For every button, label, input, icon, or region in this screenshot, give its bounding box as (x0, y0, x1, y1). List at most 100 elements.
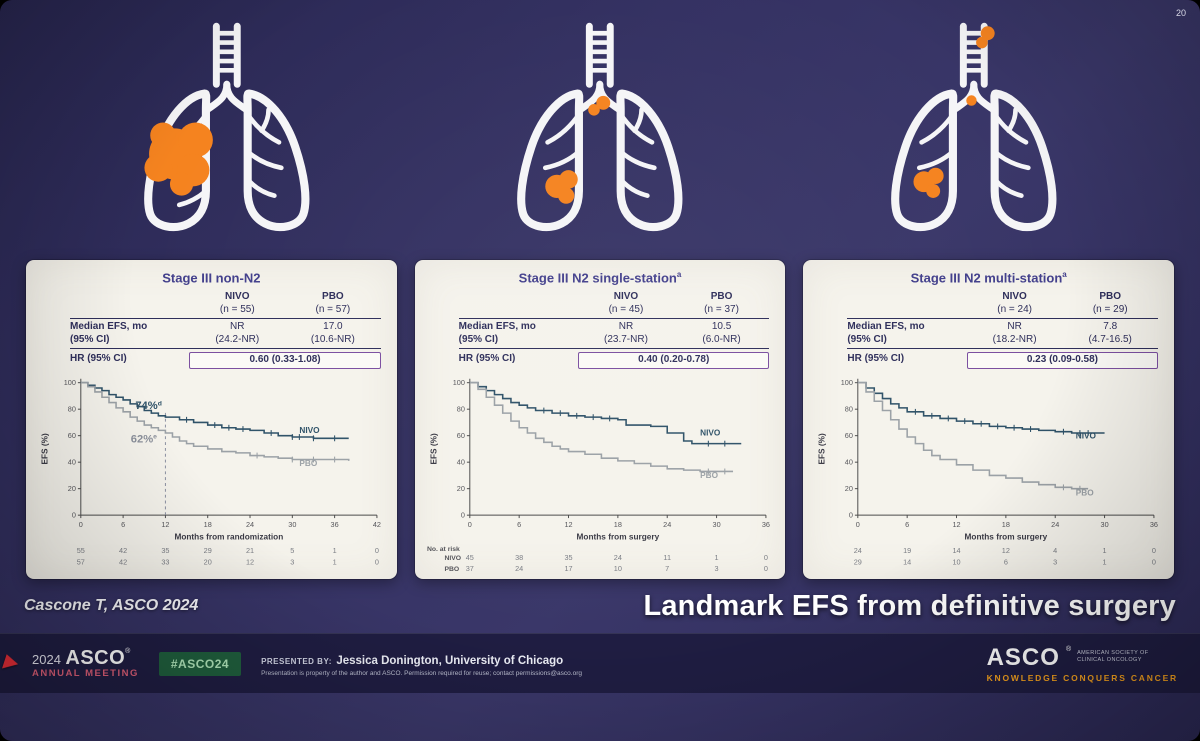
median-pbo: 17.0 (10.6-NR) (285, 319, 381, 350)
svg-text:3: 3 (714, 564, 718, 573)
svg-text:0: 0 (764, 564, 768, 573)
svg-text:36: 36 (1150, 520, 1158, 529)
svg-text:29: 29 (854, 557, 862, 566)
svg-text:18: 18 (1002, 520, 1010, 529)
svg-text:NIVO: NIVO (700, 429, 721, 438)
median-pbo: 7.8 (4.7-16.5) (1062, 319, 1159, 350)
svg-text:24: 24 (663, 520, 671, 529)
hr-label: HR (95% CI) (847, 353, 905, 365)
svg-text:Months from surgery: Months from surgery (576, 532, 659, 541)
km-panels-row: Stage III non-N2 NIVO PBO (n = 55) (n = … (0, 258, 1200, 580)
median-nivo: NR (18.2-NR) (966, 319, 1063, 350)
svg-text:0: 0 (79, 520, 83, 529)
svg-text:12: 12 (246, 557, 254, 566)
lungs-small-tumor-mediastinal-nodes-icon (890, 22, 1056, 232)
svg-text:60: 60 (68, 431, 76, 440)
svg-text:100: 100 (841, 378, 853, 387)
svg-text:6: 6 (1004, 557, 1008, 566)
svg-text:30: 30 (288, 520, 296, 529)
svg-text:80: 80 (456, 405, 464, 414)
svg-text:EFS (%): EFS (%) (41, 433, 50, 464)
lung-illustrations-row (0, 0, 1200, 258)
svg-text:20: 20 (68, 484, 76, 493)
slide-page-number: 20 (1175, 8, 1186, 18)
svg-text:6: 6 (905, 520, 909, 529)
svg-text:0: 0 (849, 511, 853, 520)
headline-strip: Cascone T, ASCO 2024 Landmark EFS from d… (0, 579, 1200, 633)
disclaimer-text: Presentation is property of the author a… (261, 670, 582, 678)
presenter-block: PRESENTED BY: Jessica Donington, Univers… (261, 649, 967, 679)
panel-stage3-non-n2: Stage III non-N2 NIVO PBO (n = 55) (n = … (26, 260, 397, 580)
median-pbo: 10.5 (6.0-NR) (673, 319, 770, 350)
svg-text:7: 7 (665, 564, 669, 573)
lungs-small-tumor-hilar-node-icon (517, 22, 683, 232)
svg-text:1: 1 (333, 546, 337, 555)
col-header-pbo: PBO (1099, 291, 1122, 303)
svg-text:11: 11 (663, 553, 671, 562)
svg-text:12: 12 (953, 520, 961, 529)
svg-text:36: 36 (762, 520, 770, 529)
svg-text:17: 17 (564, 564, 572, 573)
col-header-nivo: NIVO (1002, 291, 1027, 303)
svg-text:100: 100 (452, 378, 464, 387)
svg-text:60: 60 (845, 431, 853, 440)
svg-text:EFS (%): EFS (%) (429, 433, 438, 464)
svg-text:12: 12 (1002, 546, 1010, 555)
svg-text:20: 20 (456, 484, 464, 493)
svg-text:24: 24 (515, 564, 523, 573)
hr-label: HR (95% CI) (70, 353, 127, 365)
svg-text:0: 0 (375, 557, 379, 566)
svg-text:100: 100 (64, 378, 76, 387)
panel-stage3-n2-single-station: Stage III N2 single-stationa NIVO PBO (n… (414, 260, 786, 580)
svg-text:NIVO: NIVO (299, 426, 320, 435)
lungs-large-tumor-icon (144, 22, 310, 232)
svg-text:45: 45 (465, 553, 473, 562)
svg-text:55: 55 (77, 546, 85, 555)
hr-value-box: 0.60 (0.33-1.08) (189, 352, 381, 369)
col-header-pbo: PBO (710, 291, 733, 303)
svg-text:PBO: PBO (700, 471, 718, 480)
svg-text:24: 24 (246, 520, 254, 529)
svg-text:Months from surgery: Months from surgery (965, 532, 1048, 541)
median-efs-label: Median EFS, mo (95% CI) (458, 319, 579, 350)
col-header-nivo: NIVO (613, 291, 639, 303)
svg-text:12: 12 (161, 520, 169, 529)
svg-text:6: 6 (121, 520, 125, 529)
hashtag-badge: #ASCO24 (158, 651, 242, 676)
stats-table: NIVO PBO (n = 24) (n = 29) Median EFS, m… (847, 291, 1159, 369)
presented-by-label: PRESENTED BY: (261, 656, 332, 666)
asco-annual-meeting-logo: 2024 ASCO® ANNUAL MEETING (32, 647, 139, 680)
svg-text:3: 3 (1054, 557, 1058, 566)
svg-text:1: 1 (1103, 557, 1107, 566)
svg-text:0: 0 (467, 520, 471, 529)
svg-text:0: 0 (1152, 557, 1156, 566)
stats-table: NIVO PBO (n = 45) (n = 37) Median EFS, m… (458, 291, 770, 369)
svg-text:18: 18 (613, 520, 621, 529)
svg-text:21: 21 (246, 546, 254, 555)
svg-text:0: 0 (461, 511, 465, 520)
svg-text:33: 33 (161, 557, 169, 566)
svg-text:40: 40 (845, 458, 853, 467)
svg-text:30: 30 (1101, 520, 1109, 529)
svg-text:PBO: PBO (299, 459, 317, 468)
n-nivo: (n = 24) (966, 304, 1063, 320)
svg-text:42: 42 (119, 557, 127, 566)
hr-value-box: 0.23 (0.09-0.58) (966, 352, 1159, 369)
panel-title: Stage III N2 single-stationa (518, 270, 682, 286)
svg-text:NIVO: NIVO (444, 555, 461, 562)
svg-text:PBO: PBO (1076, 488, 1094, 497)
col-header-pbo: PBO (322, 291, 344, 303)
svg-text:24: 24 (854, 546, 862, 555)
stats-table: NIVO PBO (n = 55) (n = 57) Median EFS, m… (70, 291, 381, 369)
slide-headline: Landmark EFS from definitive surgery (643, 589, 1176, 622)
col-header-nivo: NIVO (225, 291, 250, 303)
svg-text:42: 42 (119, 546, 127, 555)
svg-text:0: 0 (764, 553, 768, 562)
svg-text:35: 35 (564, 553, 572, 562)
asco-tagline: KNOWLEDGE CONQUERS CANCER (986, 672, 1178, 683)
svg-text:EFS (%): EFS (%) (818, 433, 827, 464)
n-pbo: (n = 29) (1062, 304, 1159, 320)
tumor-blob-small (545, 170, 578, 204)
tumor-blob-small (912, 167, 944, 198)
